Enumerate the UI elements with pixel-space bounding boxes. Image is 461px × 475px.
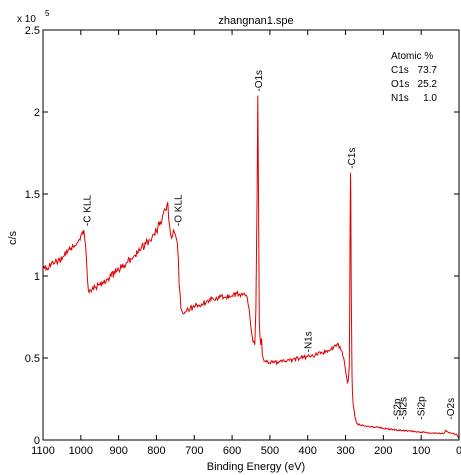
y-tick-label: 1.5 [25, 189, 40, 201]
x-tick-label: 500 [261, 445, 279, 457]
series-group [42, 95, 460, 439]
x-tick-label: 0 [456, 445, 461, 457]
x-axis-label: Binding Energy (eV) [207, 461, 305, 473]
atomic-row-c1s-value: 73.7 [418, 65, 438, 76]
x-tick-label: 600 [223, 445, 241, 457]
atomic-row-n1s-value: 1.0 [423, 93, 437, 104]
y-axis-label: c/s [7, 230, 19, 245]
atomic-row-n1s-label: N1s [391, 93, 409, 104]
x-tick-label: 200 [374, 445, 392, 457]
peak-label: -Si2s [398, 397, 409, 420]
x-tick-label: 900 [109, 445, 127, 457]
y-tick-label: 0 [34, 435, 40, 447]
peak-label: -N1s [304, 331, 315, 352]
peak-label: -O KLL [173, 194, 184, 226]
peak-label: -Si2p [416, 396, 427, 420]
x-tick-label: 1000 [69, 445, 93, 457]
plot-frame [42, 29, 460, 441]
peak-label: -O1s [254, 70, 265, 92]
peak-label: -C1s [347, 148, 358, 169]
y-tick-label: 2 [34, 107, 40, 119]
x-tick-label: 300 [336, 445, 354, 457]
y-tick-label: 1 [34, 271, 40, 283]
peak-label: -C KLL [82, 195, 93, 227]
atomic-row-o1s-label: O1s [391, 79, 409, 90]
atomic-row-o1s-value: 25.2 [418, 79, 438, 90]
y-tick-label: 0.5 [25, 353, 40, 365]
y-tick-label: 2.5 [25, 25, 40, 37]
x-tick-label: 800 [147, 445, 165, 457]
peak-label: -O2s [446, 398, 457, 420]
atomic-row-c1s-label: C1s [391, 65, 409, 76]
x-tick-label: 1100 [31, 445, 55, 457]
peak-annotations: -C KLL -O KLL -O1s -N1s -C1s -S2p-Si2s -Si2p -O… [82, 70, 456, 420]
atomic-percent-title: Atomic % [391, 51, 433, 62]
series-line [42, 95, 460, 439]
axis-ticks: 1100 1000 900 800 700 600 500 400 300 200 100 000.5… [25, 25, 461, 457]
x-tick-label: 700 [185, 445, 203, 457]
peak-label: -S2p [393, 398, 404, 420]
y-multiplier-label: x 10 [17, 14, 36, 25]
chart-title: zhangnan1.spe [218, 15, 293, 27]
y-multiplier-exponent: 5 [45, 9, 50, 18]
x-tick-label: 100 [412, 445, 430, 457]
atomic-percent-box: Atomic % C1s 73.7 O1s 25.2 N1s 1.0 [391, 51, 437, 104]
x-tick-label: 400 [299, 445, 317, 457]
